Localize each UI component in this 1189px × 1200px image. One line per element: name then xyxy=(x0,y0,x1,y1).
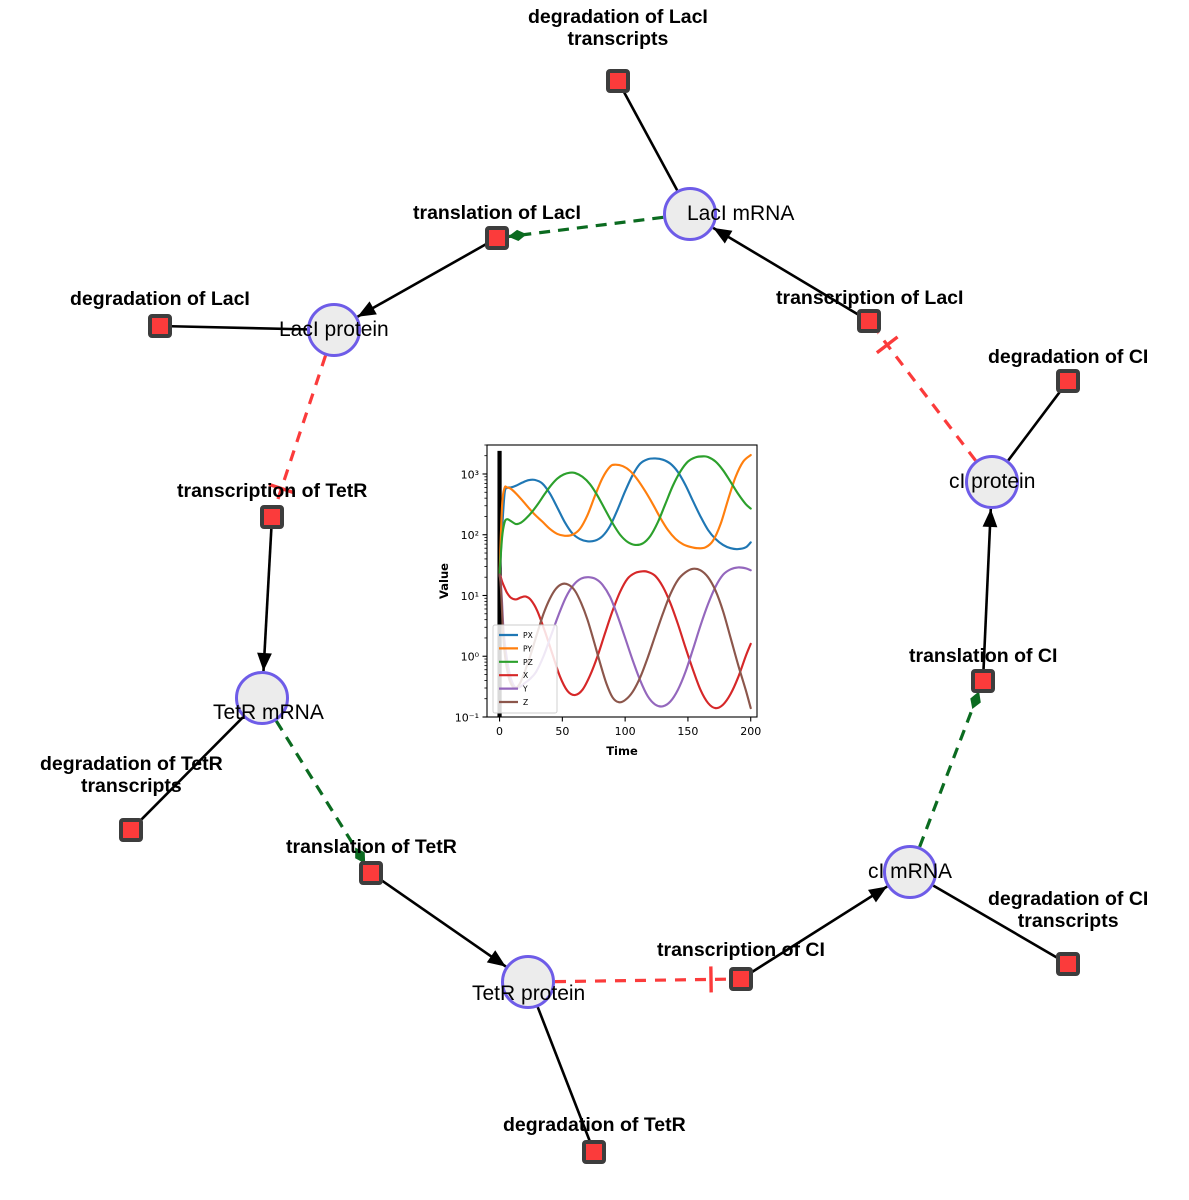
reaction-node-transcription_laci[interactable] xyxy=(857,309,881,333)
reaction-node-transcription_tetr[interactable] xyxy=(260,505,284,529)
series-line-PZ xyxy=(498,455,752,576)
reaction-node-translation_ci[interactable] xyxy=(971,669,995,693)
species-label-ci_mrna: cI mRNA xyxy=(868,860,952,883)
edge-consumption xyxy=(932,884,1060,960)
edge-inhibition xyxy=(268,355,328,504)
species-node-laci_mrna[interactable] xyxy=(663,187,717,241)
edge-consumption-arrow xyxy=(356,242,489,318)
edge-consumption xyxy=(170,324,308,331)
reaction-label-transcription_tetr: transcription of TetR xyxy=(177,480,368,502)
reaction-node-deg_tetr_transcripts[interactable] xyxy=(119,818,143,842)
edge-consumption-arrow xyxy=(379,878,507,968)
y-tick-label: 10⁰ xyxy=(461,651,480,664)
reaction-label-transcription_ci: transcription of CI xyxy=(657,939,825,961)
series-line-X xyxy=(498,570,752,710)
reaction-label-translation_laci: translation of LacI xyxy=(413,202,581,224)
edge-consumption xyxy=(536,1006,592,1143)
x-axis-label: Time xyxy=(606,744,638,758)
reaction-node-deg_tetr[interactable] xyxy=(582,1140,606,1164)
series-line-PX xyxy=(498,457,752,576)
species-node-tetr_protein[interactable] xyxy=(501,955,555,1009)
edge-inhibition xyxy=(875,331,977,462)
reaction-label-transcription_laci: transcription of LacI xyxy=(776,287,964,309)
reaction-label-deg_laci_transcripts: degradation of LacI transcripts xyxy=(528,6,708,50)
legend-label-Z: Z xyxy=(523,698,528,707)
species-node-tetr_mrna[interactable] xyxy=(235,671,289,725)
reaction-node-translation_tetr[interactable] xyxy=(359,861,383,885)
species-node-ci_protein[interactable] xyxy=(965,455,1019,509)
x-tick-label: 50 xyxy=(555,725,569,738)
reaction-node-transcription_ci[interactable] xyxy=(729,967,753,991)
species-node-laci_protein[interactable] xyxy=(307,303,361,357)
x-tick-label: 0 xyxy=(496,725,503,738)
species-label-laci_protein: LacI protein xyxy=(279,318,389,341)
edge-production xyxy=(507,215,664,241)
reaction-node-deg_laci[interactable] xyxy=(148,314,172,338)
legend-label-Y: Y xyxy=(522,685,528,694)
reaction-label-translation_tetr: translation of TetR xyxy=(286,836,457,858)
reaction-node-deg_laci_transcripts[interactable] xyxy=(606,69,630,93)
legend-label-PZ: PZ xyxy=(523,658,533,667)
edge-consumption xyxy=(622,90,679,191)
edge-consumption xyxy=(1007,389,1063,462)
species-label-tetr_protein: TetR protein xyxy=(472,982,586,1005)
edge-consumption-arrow xyxy=(712,226,861,317)
x-tick-label: 150 xyxy=(677,725,698,738)
legend-box xyxy=(492,624,558,714)
reaction-label-deg_ci_transcripts: degradation of CI transcripts xyxy=(988,888,1149,932)
reaction-node-deg_ci_transcripts[interactable] xyxy=(1056,952,1080,976)
species-node-ci_mrna[interactable] xyxy=(883,845,937,899)
y-axis-label: Value xyxy=(437,563,451,599)
reaction-label-translation_ci: translation of CI xyxy=(909,645,1058,667)
x-tick-label: 200 xyxy=(740,725,761,738)
legend-label-PX: PX xyxy=(523,631,533,640)
edge-production xyxy=(918,690,981,848)
y-tick-label: 10³ xyxy=(461,468,479,481)
edge-inhibition xyxy=(554,966,727,993)
reaction-label-deg_tetr_transcripts: degradation of TetR transcripts xyxy=(40,753,223,797)
species-label-ci_protein: cI protein xyxy=(949,470,1036,493)
reaction-label-deg_tetr: degradation of TetR xyxy=(503,1114,686,1136)
reaction-label-deg_laci: degradation of LacI xyxy=(70,288,250,310)
edge-consumption-arrow xyxy=(982,508,998,671)
species-label-laci_mrna: LacI mRNA xyxy=(687,202,795,225)
y-tick-label: 10¹ xyxy=(461,590,479,603)
species-label-tetr_mrna: TetR mRNA xyxy=(213,701,324,724)
x-tick-label: 100 xyxy=(615,725,636,738)
y-tick-label: 10² xyxy=(461,529,479,542)
reaction-node-deg_ci[interactable] xyxy=(1056,369,1080,393)
reaction-label-deg_ci: degradation of CI xyxy=(988,346,1149,368)
plot-legend: PX PY PZ XYZ xyxy=(492,624,558,714)
series-line-PY xyxy=(498,453,752,576)
reaction-node-translation_laci[interactable] xyxy=(485,226,509,250)
legend-label-X: X xyxy=(523,671,528,680)
edge-consumption xyxy=(137,716,244,824)
legend-label-PY: PY xyxy=(523,644,532,653)
edge-production xyxy=(274,720,367,865)
edge-consumption-arrow xyxy=(257,527,273,672)
y-tick-label: 10⁻¹ xyxy=(455,711,479,724)
inset-timecourse-plot: 10⁻¹ 10⁰ 10¹ 10² 10³ 0 50 100 150 200 Time Value PX P… xyxy=(424,430,770,760)
edge-consumption-arrow xyxy=(749,885,888,975)
